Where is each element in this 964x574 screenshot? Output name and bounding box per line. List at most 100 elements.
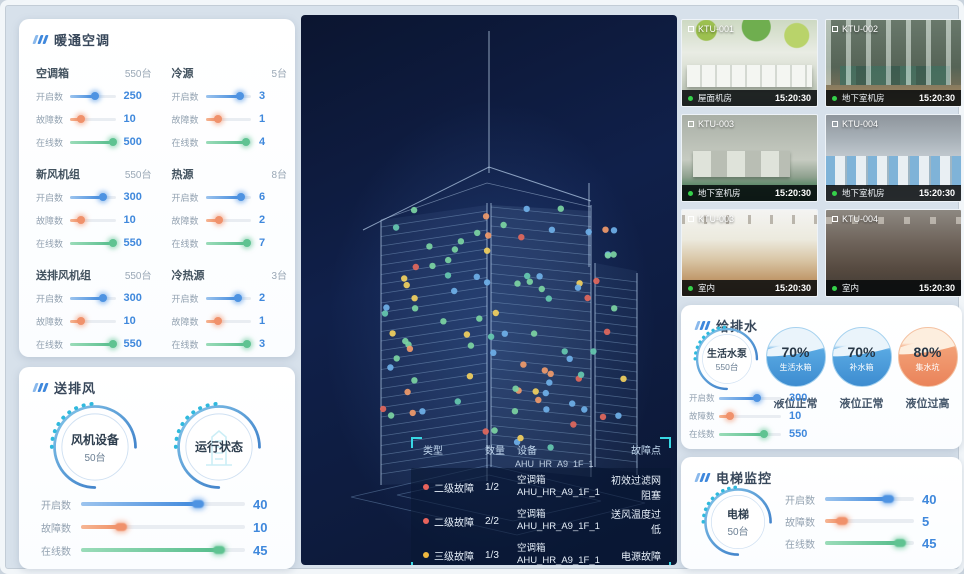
- tank: 70% 补水箱 液位正常: [831, 327, 892, 411]
- fault-row[interactable]: 二级故障 1/2 空调箱 AHU_HR_A9_1F_1 初效过滤网阻塞: [411, 470, 671, 504]
- panel-title: 送排风: [54, 381, 97, 396]
- metric-list: 开启数 6 故障数 2 在线数 7: [171, 191, 288, 249]
- fault-severity: 二级故障: [423, 514, 485, 529]
- camera-tile[interactable]: KTU-002 地下室机房 15:20:30: [825, 19, 962, 107]
- camera-id-label: KTU-001: [688, 24, 734, 34]
- metric-slider-fill: [825, 541, 901, 545]
- live-dot-icon: [832, 95, 837, 101]
- device-group-count: 8台: [271, 170, 287, 181]
- metric-value: 2: [259, 292, 266, 304]
- device-group-name: 冷源: [171, 68, 194, 80]
- metric-slider: [81, 548, 245, 552]
- metric-slider: [70, 94, 116, 98]
- metric-row: 在线数 4: [172, 136, 288, 148]
- camera-tile[interactable]: KTU-004 室内 15:20:30: [825, 209, 962, 297]
- tank-name: 补水箱: [849, 362, 874, 372]
- fan-panel: 送排风 风机设备 50台: [19, 367, 295, 569]
- metric-value: 550: [123, 237, 142, 249]
- metric-label: 开启数: [36, 91, 64, 102]
- metric-label: 开启数: [41, 500, 71, 512]
- tower-faces: [350, 166, 646, 536]
- gauge-name: 运行状态: [194, 440, 243, 454]
- metric-slider: [70, 342, 116, 346]
- camera-icon: [832, 121, 838, 127]
- metric-row: 在线数 7: [171, 237, 288, 249]
- metric-slider: [70, 319, 116, 323]
- tank-percent: 70%: [847, 343, 876, 360]
- metric-value: 7: [259, 237, 266, 249]
- ring-gauge: 风机设备 50台: [49, 401, 141, 493]
- fault-severity: 二级故障: [423, 480, 485, 495]
- metric-row: 开启数 6: [172, 191, 288, 203]
- metric-label: 在线数: [41, 546, 71, 558]
- water-panel: 给排水 生活水泵 550台 70% 生活水箱 液位正常: [681, 305, 962, 449]
- gauge-ring: [693, 325, 759, 391]
- metric-slider-fill: [205, 94, 240, 98]
- device-group-header: 新风机组 550台: [36, 166, 152, 182]
- fault-device: 空调箱 AHU_HR_A9_1F_1: [517, 543, 600, 565]
- device-status-dots: [379, 205, 627, 451]
- metric-value: 300: [789, 392, 808, 404]
- corner-bracket: [660, 437, 671, 448]
- camera-tile[interactable]: KTU-004 地下室机房 15:20:30: [825, 114, 962, 202]
- metric-label: 在线数: [171, 238, 199, 249]
- metric-value: 300: [123, 292, 142, 304]
- metric-row: 开启数 300: [36, 191, 152, 203]
- metric-slider: [70, 241, 116, 245]
- camera-id-label: KTU-002: [832, 24, 878, 34]
- camera-status-bar: 室内 15:20:30: [826, 280, 961, 296]
- metric-list: 开启数 300 故障数 10 在线数 550: [36, 191, 152, 249]
- metric-slider-fill: [70, 117, 81, 121]
- fan-metric-list: 开启数 40 故障数 10 在线数 45: [41, 497, 281, 566]
- camera-status-bar: 室内 15:20:30: [682, 280, 817, 296]
- metric-row: 故障数 5: [785, 514, 950, 529]
- hvac-groups: 空调箱 550台 开启数 250 故障数 10: [36, 59, 287, 353]
- metric-value: 10: [123, 113, 136, 125]
- camera-timestamp: 15:20:30: [774, 283, 811, 293]
- panel-header: 电梯监控: [681, 457, 962, 487]
- metric-slider: [719, 432, 781, 436]
- metric-slider-fill: [205, 296, 239, 300]
- metric-list: 开启数 3 故障数 1 在线数 4: [172, 90, 288, 148]
- metric-slider: [70, 140, 116, 144]
- camera-tile[interactable]: KTU-003 地下室机房 15:20:30: [681, 114, 818, 202]
- metric-slider-fill: [719, 432, 764, 436]
- fault-row[interactable]: 三级故障 1/3 空调箱 AHU_HR_A9_1F_1 电源故障: [411, 538, 671, 565]
- metric-row: 故障数 10: [689, 410, 817, 422]
- camera-tile[interactable]: KTU-003 室内 15:20:30: [681, 209, 818, 297]
- camera-timestamp: 15:20:30: [918, 283, 955, 293]
- elevator-panel: 电梯监控 电梯 50台 开启数 40 故障数 5: [681, 457, 962, 569]
- camera-tile[interactable]: KTU-001 屋面机房 15:20:30: [681, 19, 818, 107]
- tank-percent: 70%: [781, 343, 810, 360]
- panel-slashes-icon: [694, 473, 711, 482]
- live-dot-icon: [832, 285, 837, 291]
- device-group-header: 冷源 5台: [172, 65, 288, 81]
- camera-timestamp: 15:20:30: [918, 188, 955, 198]
- device-group: 新风机组 550台 开启数 300 故障数 10: [36, 160, 152, 261]
- device-group: 冷热源 3台 开启数 2 故障数 1: [172, 261, 288, 362]
- metric-slider-fill: [70, 94, 96, 98]
- metric-slider-fill: [70, 241, 114, 245]
- metric-slider-fill: [70, 195, 103, 199]
- device-group-header: 冷热源 3台: [172, 267, 288, 283]
- tank-name: 集水坑: [915, 362, 940, 372]
- metric-label: 故障数: [36, 215, 64, 226]
- metric-slider: [205, 140, 251, 144]
- camera-status-bar: 地下室机房 15:20:30: [826, 90, 961, 106]
- metric-slider: [70, 195, 116, 199]
- metric-value: 550: [123, 338, 142, 350]
- metric-row: 故障数 10: [36, 315, 152, 327]
- metric-label: 在线数: [171, 339, 199, 350]
- elevator-metric-list: 开启数 40 故障数 5 在线数 45: [785, 492, 950, 559]
- metric-slider: [205, 195, 251, 199]
- device-group: 送排风机组 550台 开启数 300 故障数 10: [36, 261, 152, 362]
- metric-slider: [205, 319, 251, 323]
- panel-slashes-icon: [32, 383, 49, 392]
- metric-slider-fill: [825, 519, 843, 523]
- fault-row[interactable]: 二级故障 2/2 空调箱 AHU_HR_A9_1F_1 送风温度过低: [411, 504, 671, 538]
- device-group-header: 空调箱 550台: [36, 65, 152, 81]
- live-dot-icon: [688, 190, 693, 196]
- metric-slider: [825, 497, 914, 501]
- camera-location: 室内: [842, 283, 860, 293]
